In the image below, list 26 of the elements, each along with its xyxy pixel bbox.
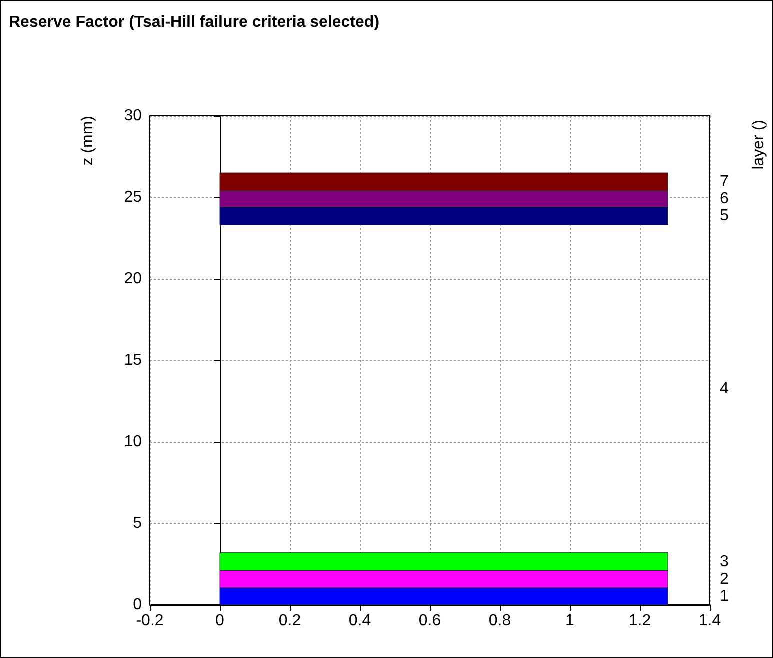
y-tick-label: 25 <box>124 189 142 206</box>
x-tick-label: 0.2 <box>278 612 302 630</box>
x-tick-label: 1 <box>566 612 575 630</box>
text: 4 <box>720 380 729 398</box>
x-tick-label: 0 <box>216 612 225 630</box>
text: 6 <box>720 190 729 208</box>
y-tick-label: 20 <box>124 270 142 288</box>
x-tick-label: 0.6 <box>418 612 442 630</box>
x-tick-label: 1.2 <box>628 612 652 630</box>
y-axis-title: z (mm) <box>80 116 96 166</box>
text: 1 <box>720 588 729 605</box>
x-tick-label: -0.2 <box>136 612 164 630</box>
x-tick-label: 0.4 <box>348 612 372 630</box>
text: 3 <box>720 553 729 570</box>
y-tick-label: 0 <box>133 596 142 614</box>
x-tick-label: 0.8 <box>488 612 512 630</box>
y-tick-label: 10 <box>124 434 142 450</box>
text: 5 <box>720 208 729 225</box>
text: 7 <box>720 174 729 191</box>
chart-title: Reserve Factor (Tsai-Hill failure criteria selected) <box>9 14 380 32</box>
y-tick-label: 15 <box>124 352 142 369</box>
y-tick-label: 30 <box>124 108 142 124</box>
y2-axis-title: layer () <box>750 120 768 170</box>
x-tick-label: 1.4 <box>698 612 722 630</box>
text: 2 <box>720 570 729 588</box>
y-tick-label: 5 <box>133 515 142 532</box>
